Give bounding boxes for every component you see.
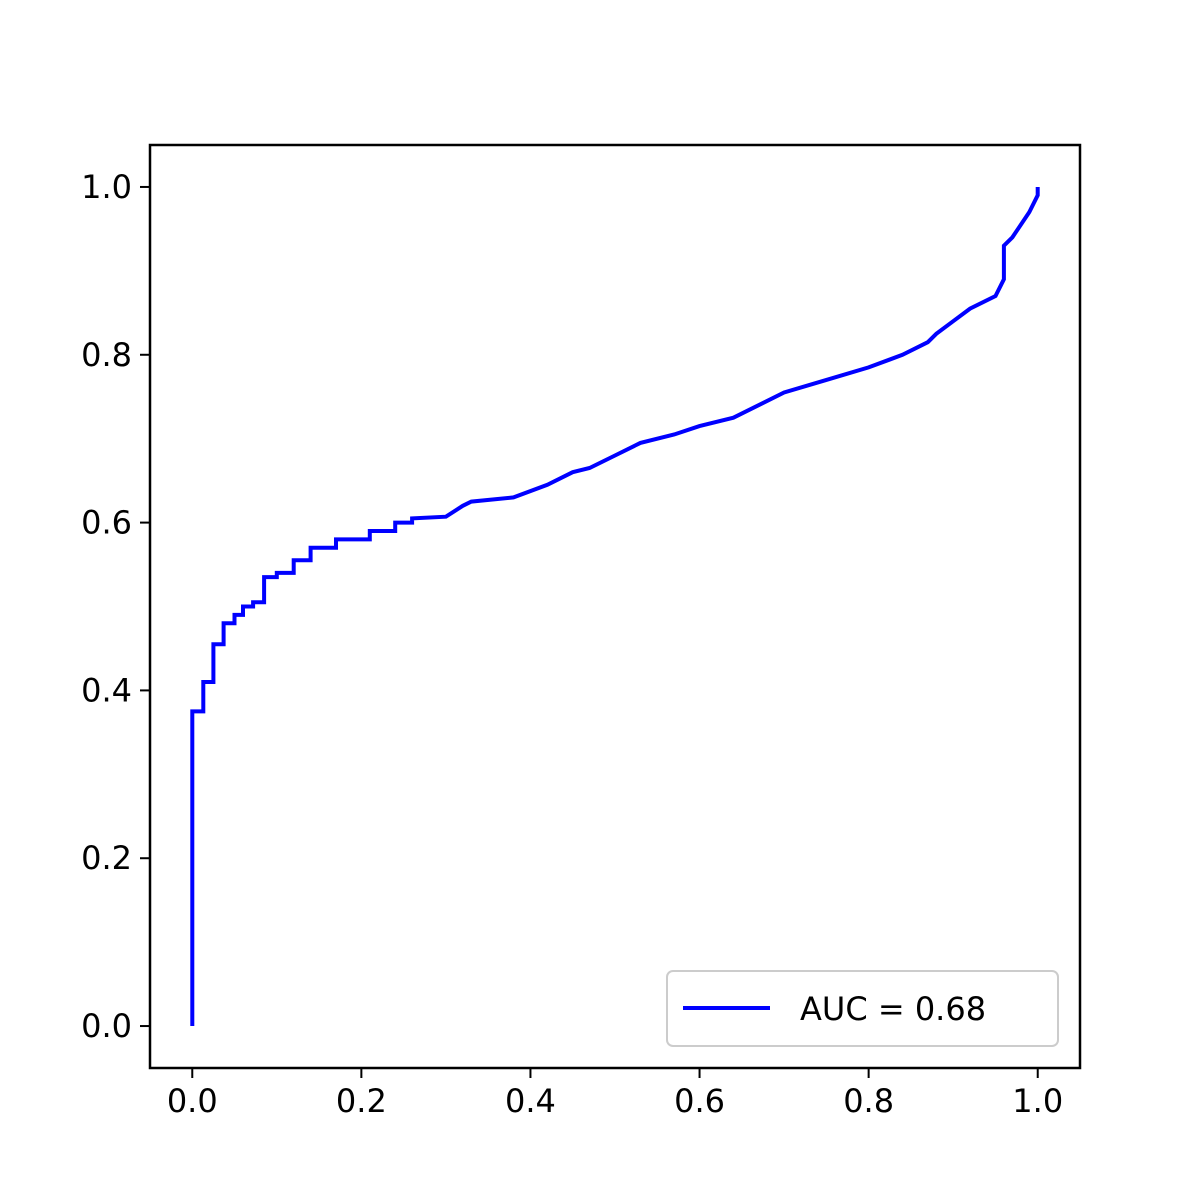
y-axis-ticks: 0.0 0.2 0.4 0.6 0.8 1.0: [81, 168, 150, 1045]
x-tick-label: 0.2: [336, 1082, 387, 1120]
roc-curve-line: [190, 187, 1040, 1026]
y-tick-label: 0.6: [81, 504, 132, 542]
y-tick-label: 0.8: [81, 336, 132, 374]
plot-lines: [190, 187, 1040, 1026]
legend-label: AUC = 0.68: [800, 990, 986, 1028]
legend: AUC = 0.68: [666, 970, 1059, 1047]
y-tick-label: 1.0: [81, 168, 132, 206]
y-tick-label: 0.0: [81, 1007, 132, 1045]
x-tick-label: 0.4: [505, 1082, 556, 1120]
y-tick-label: 0.4: [81, 671, 132, 709]
x-tick-label: 1.0: [1012, 1082, 1063, 1120]
plot-frame: [148, 143, 1082, 1070]
x-axis-ticks: 0.0 0.2 0.4 0.6 0.8 1.0: [167, 1068, 1063, 1120]
x-tick-label: 0.0: [167, 1082, 218, 1120]
legend-box: [666, 970, 1059, 1047]
x-tick-label: 0.6: [674, 1082, 725, 1120]
x-tick-label: 0.8: [843, 1082, 894, 1120]
y-tick-label: 0.2: [81, 839, 132, 877]
